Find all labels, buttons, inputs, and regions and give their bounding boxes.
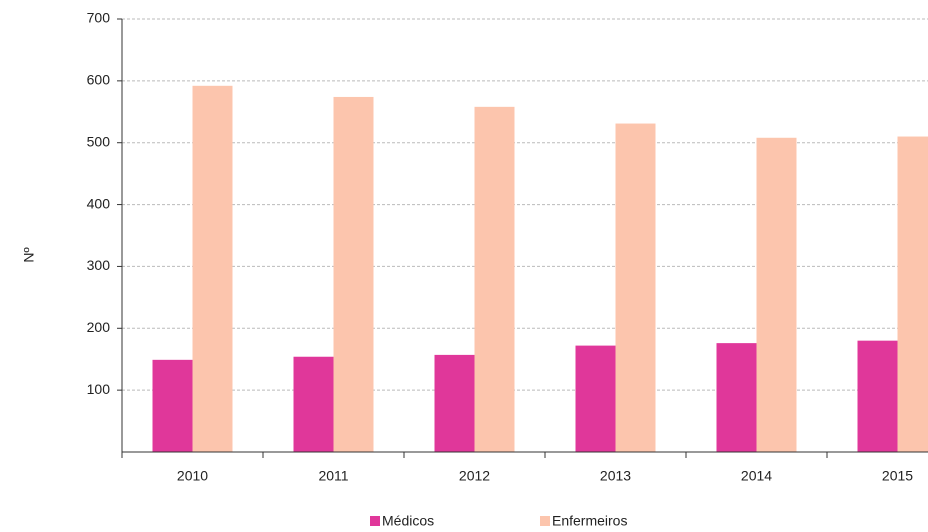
x-tick-label: 2011 (318, 468, 348, 484)
y-tick-label: 400 (87, 195, 111, 211)
y-tick-label: 300 (87, 257, 111, 273)
bar (857, 340, 898, 452)
y-tick-label: 500 (87, 133, 111, 149)
bar (756, 137, 797, 452)
bar (615, 123, 656, 452)
x-tick-label: 2010 (177, 468, 208, 484)
bar (192, 85, 233, 452)
bar (333, 96, 374, 452)
y-tick-label: 600 (87, 72, 111, 88)
bar (152, 359, 193, 452)
bar (575, 345, 616, 452)
bar (716, 343, 757, 452)
y-tick-label: 200 (87, 319, 111, 335)
x-tick-label: 2013 (600, 468, 631, 484)
x-tick-label: 2012 (459, 468, 490, 484)
y-axis-label: Nº (21, 247, 37, 262)
legend-label: Médicos (382, 513, 434, 529)
legend-label: Enfermeiros (552, 513, 627, 529)
bar (474, 106, 515, 452)
y-tick-label: 700 (87, 10, 111, 26)
y-tick-label: 100 (87, 381, 111, 397)
legend-swatch (370, 516, 380, 526)
bar (897, 136, 928, 452)
bar (293, 356, 334, 452)
x-tick-label: 2014 (741, 468, 772, 484)
bar (434, 354, 475, 452)
x-tick-label: 2015 (882, 468, 913, 484)
legend-swatch (540, 516, 550, 526)
